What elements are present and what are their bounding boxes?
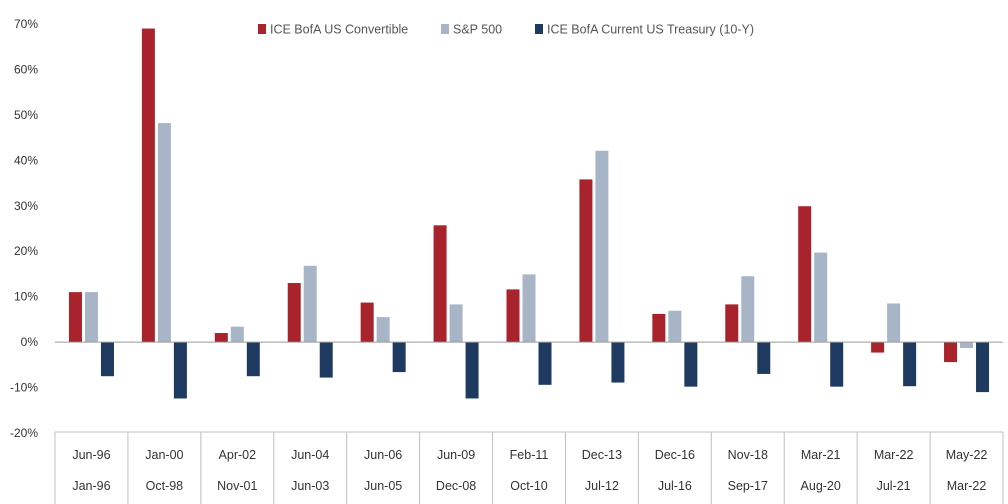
bar-series-1: [433, 225, 447, 343]
category-axis: Jun-96 Jan-96 Jan-00 Oct-98 Apr-02 Nov-01 Jun-…: [54, 431, 1004, 504]
y-tick-label: 10%: [14, 290, 38, 304]
y-tick-label: 60%: [14, 62, 38, 76]
category-start-label: Dec-08: [436, 479, 476, 493]
y-tick-label: 30%: [14, 199, 38, 213]
category-start-label: Jul-16: [658, 479, 692, 493]
legend-swatch: [535, 24, 543, 34]
category-end-label: Jan-00: [145, 448, 183, 462]
category-start-label: Jul-21: [877, 479, 911, 493]
category-end-label: May-22: [946, 448, 988, 462]
legend-swatch: [441, 24, 449, 34]
y-tick-label: 20%: [14, 244, 38, 258]
category-start-label: Jun-03: [291, 479, 329, 493]
category-end-label: Mar-21: [801, 448, 841, 462]
category-start-label: Jan-96: [72, 479, 110, 493]
category-end-label: Feb-11: [510, 448, 549, 462]
legend: ICE BofA US Convertible S&P 500 ICE BofA C…: [258, 23, 754, 37]
category-start-label: Jun-05: [364, 479, 402, 493]
category-start-label: Oct-10: [510, 479, 548, 493]
category-end-label: Nov-18: [728, 448, 768, 462]
category-start-label: Nov-01: [217, 479, 257, 493]
bar-series-1: [506, 289, 520, 343]
bar-series-1: [725, 304, 739, 343]
bar-series-2: [595, 150, 609, 343]
bar-series-1: [944, 342, 958, 363]
bar-series-2: [887, 303, 901, 343]
bar-series-3: [684, 342, 698, 387]
y-tick-label: 40%: [14, 153, 38, 167]
category-start-label: Oct-98: [146, 479, 184, 493]
bar-series-2: [668, 310, 682, 343]
bar-series-3: [246, 342, 260, 377]
category-end-label: Jun-04: [291, 448, 329, 462]
y-axis: 70% 60% 50% 40% 30% 20% 10% 0% -10% -20%: [10, 17, 38, 440]
bar-series-1: [287, 283, 301, 343]
bar-series-1: [579, 179, 593, 343]
category-start-label: Aug-20: [801, 479, 841, 493]
bar-series-2: [522, 274, 536, 343]
bar-series-1: [68, 292, 82, 343]
category-end-label: Apr-02: [219, 448, 257, 462]
bar-series-3: [903, 342, 917, 387]
bar-series-3: [830, 342, 844, 387]
category-start-label: Mar-22: [947, 479, 987, 493]
category-end-label: Jun-06: [364, 448, 402, 462]
bar-series-3: [319, 342, 333, 378]
bar-series-2: [303, 265, 317, 343]
bar-series-2: [960, 342, 974, 349]
bar-series-1: [652, 313, 666, 343]
bar-series-3: [173, 342, 187, 399]
category-end-label: Mar-22: [874, 448, 914, 462]
bar-series-2: [84, 292, 98, 343]
legend-label: S&P 500: [453, 23, 502, 37]
bars: [68, 28, 990, 399]
legend-swatch: [258, 24, 266, 34]
category-end-label: Jun-09: [437, 448, 475, 462]
bar-series-2: [376, 317, 390, 343]
bar-series-2: [449, 304, 463, 343]
bar-series-3: [538, 342, 552, 385]
legend-label: ICE BofA Current US Treasury (10-Y): [547, 23, 754, 37]
category-end-label: Dec-16: [655, 448, 695, 462]
bar-series-3: [976, 342, 990, 393]
bar-series-1: [360, 302, 374, 343]
y-tick-label: -20%: [10, 426, 38, 440]
bar-series-3: [465, 342, 479, 399]
bar-series-3: [100, 342, 114, 377]
y-tick-label: 70%: [14, 17, 38, 31]
y-tick-label: 50%: [14, 108, 38, 122]
bar-series-3: [757, 342, 771, 374]
category-end-label: Jun-96: [72, 448, 110, 462]
bar-series-1: [141, 28, 155, 343]
bar-series-1: [798, 206, 812, 343]
bar-series-1: [871, 342, 885, 353]
bar-series-2: [741, 276, 755, 343]
y-tick-label: -10%: [10, 381, 38, 395]
bar-series-2: [157, 123, 171, 343]
category-end-label: Dec-13: [582, 448, 622, 462]
y-tick-label: 0%: [21, 335, 39, 349]
bar-series-3: [392, 342, 406, 373]
bar-series-3: [611, 342, 625, 383]
bar-series-1: [214, 333, 228, 343]
legend-label: ICE BofA US Convertible: [270, 23, 408, 37]
bar-series-2: [230, 326, 244, 343]
category-start-label: Sep-17: [728, 479, 768, 493]
category-start-label: Jul-12: [585, 479, 619, 493]
bar-series-2: [814, 252, 828, 343]
